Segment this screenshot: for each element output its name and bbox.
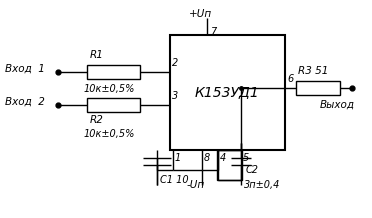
Text: 1: 1: [175, 153, 181, 163]
Text: C2: C2: [246, 165, 259, 175]
Text: 7: 7: [210, 27, 216, 37]
Text: +Uп: +Uп: [189, 9, 212, 19]
Text: Вход  2: Вход 2: [5, 97, 45, 107]
Text: 5: 5: [243, 153, 249, 163]
Bar: [217, 150, 242, 180]
Text: Выход: Выход: [320, 100, 355, 110]
Text: -Uп: -Uп: [187, 180, 205, 190]
Bar: [87, 98, 140, 112]
Text: 6: 6: [287, 74, 293, 84]
Text: Вход  1: Вход 1: [5, 64, 45, 74]
Text: 2: 2: [172, 58, 178, 68]
Text: К153УД1: К153УД1: [195, 85, 260, 99]
Text: R2: R2: [90, 115, 104, 125]
Text: 10к±0,5%: 10к±0,5%: [84, 129, 135, 139]
Text: 3: 3: [172, 91, 178, 101]
Bar: [87, 65, 140, 79]
Text: R1: R1: [90, 50, 104, 60]
Bar: [170, 35, 285, 150]
Text: C1 10: C1 10: [160, 175, 189, 185]
Text: 8: 8: [204, 153, 210, 163]
Bar: [296, 81, 340, 95]
Text: 10к±0,5%: 10к±0,5%: [84, 84, 135, 94]
Text: 3п±0,4: 3п±0,4: [244, 180, 280, 190]
Text: R3 51: R3 51: [298, 66, 328, 76]
Text: 4: 4: [220, 153, 226, 163]
